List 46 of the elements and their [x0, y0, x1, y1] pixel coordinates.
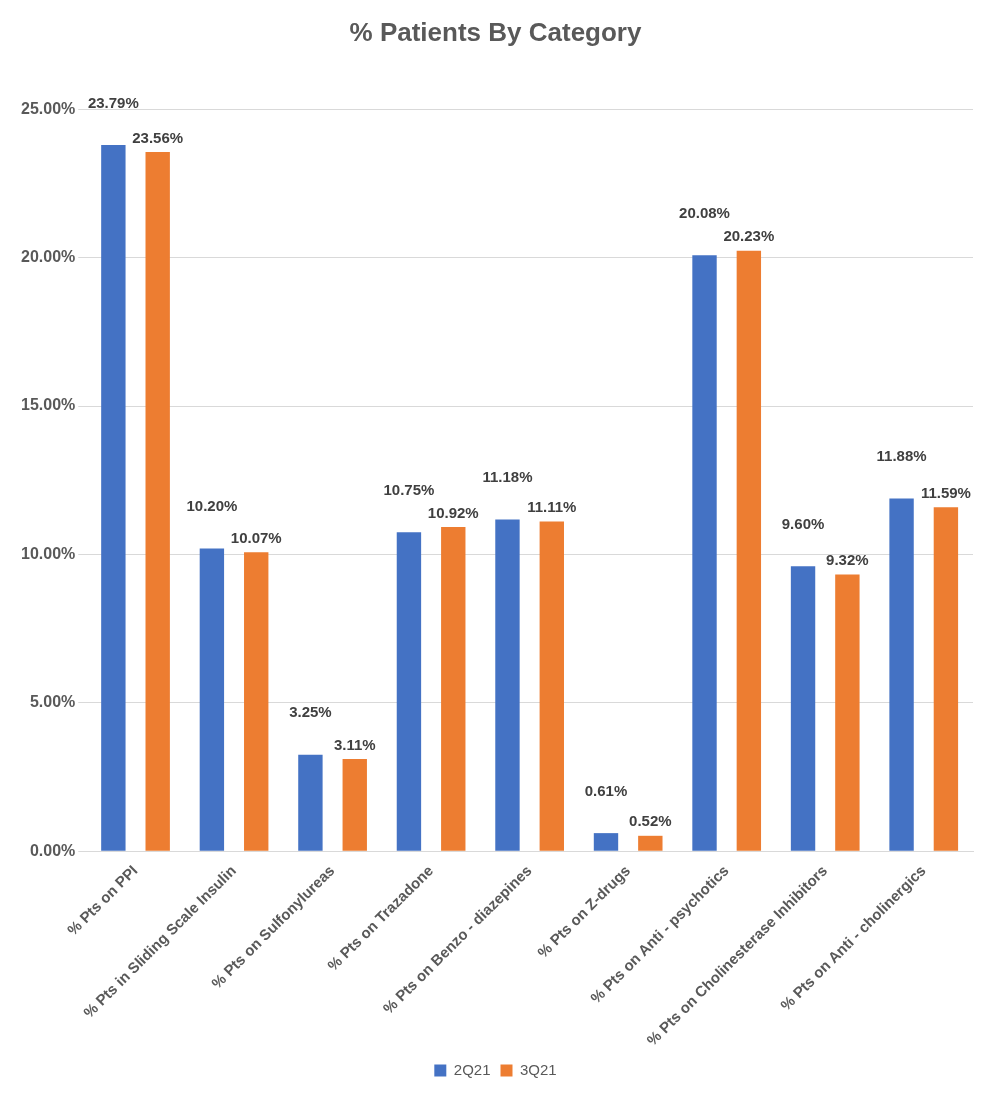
data-label: 10.07% [230, 528, 282, 546]
y-tick-label: 15.00% [21, 396, 76, 414]
x-tick-label: % Pts on PPI [63, 861, 141, 939]
data-label: 0.52% [629, 812, 672, 830]
data-label: 9.60% [781, 514, 825, 532]
y-tick-label: 25.00% [21, 99, 76, 117]
bar [101, 145, 126, 851]
data-label: 11.59% [920, 483, 971, 501]
data-label: 11.88% [876, 447, 927, 465]
bar [199, 548, 225, 851]
bar [933, 507, 959, 851]
bar [593, 833, 619, 851]
data-label: 0.61% [584, 781, 628, 799]
data-label: 3.25% [289, 703, 332, 721]
data-label: 9.32% [826, 551, 869, 569]
data-label: 3.11% [333, 735, 376, 753]
data-label: 20.23% [723, 227, 775, 245]
y-tick-label: 0.00% [29, 841, 76, 859]
y-tick-label: 20.00% [21, 248, 76, 266]
data-label: 23.79% [87, 93, 139, 111]
legend-label: 2Q21 [453, 1060, 491, 1078]
y-tick-label: 5.00% [29, 693, 76, 711]
bar [889, 498, 914, 851]
bar [298, 754, 323, 851]
bar [495, 519, 520, 851]
legend-label: 3Q21 [520, 1060, 557, 1078]
bar [835, 574, 860, 851]
chart-title: % Patients By Category [349, 16, 642, 47]
data-label: 23.56% [132, 128, 184, 146]
bar [539, 521, 564, 851]
data-label: 10.92% [427, 503, 479, 521]
bar [638, 835, 663, 851]
bar [145, 151, 170, 851]
bar [396, 532, 422, 851]
bar [736, 250, 762, 851]
data-label: 10.75% [383, 480, 435, 498]
bar [790, 566, 816, 851]
bar [244, 552, 269, 851]
bar [342, 758, 367, 851]
data-label: 20.08% [679, 203, 730, 221]
data-label: 10.20% [186, 497, 238, 515]
bar [692, 255, 717, 851]
data-label: 11.18% [482, 468, 533, 486]
data-label: 11.11% [527, 498, 577, 516]
bar [441, 527, 466, 851]
y-tick-label: 10.00% [21, 544, 76, 562]
